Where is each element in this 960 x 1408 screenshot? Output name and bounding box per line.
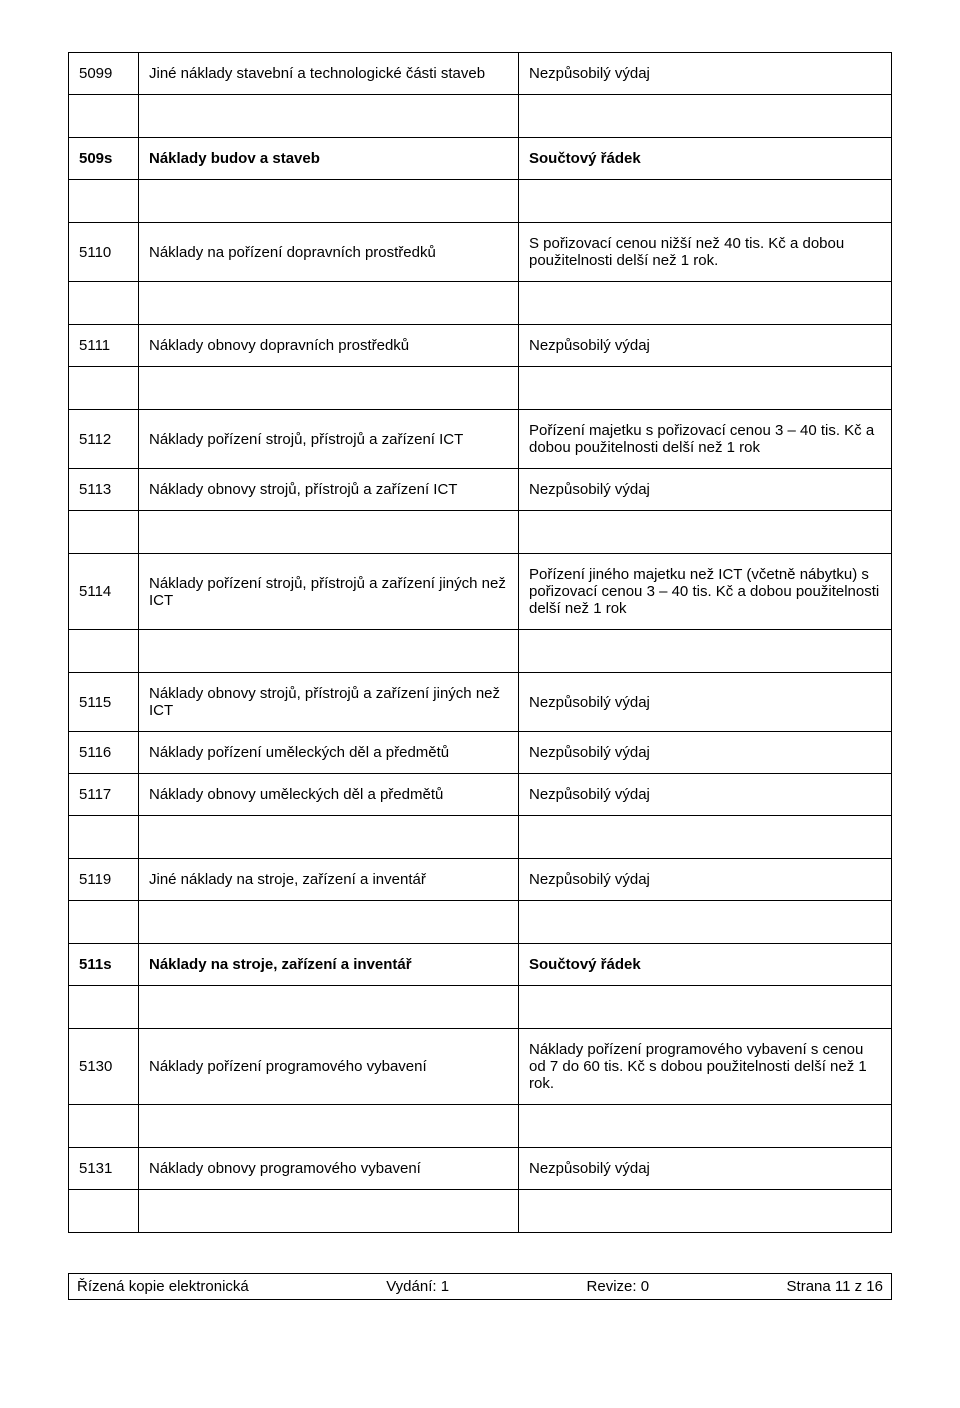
- table-row: 5130Náklady pořízení programového vybave…: [69, 1029, 892, 1105]
- spacer-row: [69, 367, 892, 410]
- cost-code: 5114: [69, 554, 139, 630]
- cost-code: 5131: [69, 1148, 139, 1190]
- table-row: 5115Náklady obnovy strojů, přístrojů a z…: [69, 673, 892, 732]
- table-row: 5114Náklady pořízení strojů, přístrojů a…: [69, 554, 892, 630]
- footer-revision: Revize: 0: [587, 1278, 650, 1295]
- spacer-row: [69, 1105, 892, 1148]
- cost-description: Náklady obnovy programového vybavení: [139, 1148, 519, 1190]
- cost-note: Součtový řádek: [519, 138, 892, 180]
- cost-code: 5111: [69, 325, 139, 367]
- spacer-row: [69, 511, 892, 554]
- cost-code: 5113: [69, 469, 139, 511]
- spacer-row: [69, 630, 892, 673]
- spacer-row: [69, 282, 892, 325]
- cost-description: Jiné náklady na stroje, zařízení a inven…: [139, 859, 519, 901]
- table-row: 5110Náklady na pořízení dopravních prost…: [69, 223, 892, 282]
- cost-code: 5119: [69, 859, 139, 901]
- cost-note: Nezpůsobilý výdaj: [519, 469, 892, 511]
- cost-description: Jiné náklady stavební a technologické čá…: [139, 53, 519, 95]
- cost-description: Náklady na pořízení dopravních prostředk…: [139, 223, 519, 282]
- cost-note: Nezpůsobilý výdaj: [519, 325, 892, 367]
- cost-description: Náklady obnovy strojů, přístrojů a zaříz…: [139, 469, 519, 511]
- cost-note: Nezpůsobilý výdaj: [519, 859, 892, 901]
- cost-code: 5112: [69, 410, 139, 469]
- table-row: 5131Náklady obnovy programového vybavení…: [69, 1148, 892, 1190]
- document-page: 5099Jiné náklady stavební a technologick…: [0, 0, 960, 1330]
- cost-note: Součtový řádek: [519, 944, 892, 986]
- table-row: 5119Jiné náklady na stroje, zařízení a i…: [69, 859, 892, 901]
- cost-description: Náklady obnovy uměleckých děl a předmětů: [139, 774, 519, 816]
- table-row: 5112Náklady pořízení strojů, přístrojů a…: [69, 410, 892, 469]
- spacer-row: [69, 180, 892, 223]
- cost-note: Nezpůsobilý výdaj: [519, 673, 892, 732]
- table-row: 511sNáklady na stroje, zařízení a invent…: [69, 944, 892, 986]
- cost-code: 5115: [69, 673, 139, 732]
- cost-description: Náklady pořízení uměleckých děl a předmě…: [139, 732, 519, 774]
- spacer-row: [69, 901, 892, 944]
- cost-code: 5116: [69, 732, 139, 774]
- spacer-row: [69, 1190, 892, 1233]
- cost-code: 509s: [69, 138, 139, 180]
- table-row: 5116Náklady pořízení uměleckých děl a př…: [69, 732, 892, 774]
- footer-page-number: Strana 11 z 16: [787, 1278, 883, 1295]
- cost-description: Náklady na stroje, zařízení a inventář: [139, 944, 519, 986]
- cost-code: 511s: [69, 944, 139, 986]
- page-footer: Řízená kopie elektronická Vydání: 1 Revi…: [68, 1273, 892, 1300]
- cost-description: Náklady pořízení strojů, přístrojů a zař…: [139, 410, 519, 469]
- cost-note: Nezpůsobilý výdaj: [519, 53, 892, 95]
- cost-note: S pořizovací cenou nižší než 40 tis. Kč …: [519, 223, 892, 282]
- cost-note: Nezpůsobilý výdaj: [519, 732, 892, 774]
- cost-code: 5117: [69, 774, 139, 816]
- cost-description: Náklady obnovy dopravních prostředků: [139, 325, 519, 367]
- table-row: 509sNáklady budov a stavebSoučtový řádek: [69, 138, 892, 180]
- cost-note: Pořízení majetku s pořizovací cenou 3 – …: [519, 410, 892, 469]
- cost-description: Náklady budov a staveb: [139, 138, 519, 180]
- cost-note: Pořízení jiného majetku než ICT (včetně …: [519, 554, 892, 630]
- cost-description: Náklady obnovy strojů, přístrojů a zaříz…: [139, 673, 519, 732]
- spacer-row: [69, 986, 892, 1029]
- cost-code: 5099: [69, 53, 139, 95]
- table-row: 5113Náklady obnovy strojů, přístrojů a z…: [69, 469, 892, 511]
- cost-description: Náklady pořízení programového vybavení: [139, 1029, 519, 1105]
- cost-code: 5110: [69, 223, 139, 282]
- cost-note: Nezpůsobilý výdaj: [519, 774, 892, 816]
- cost-description: Náklady pořízení strojů, přístrojů a zař…: [139, 554, 519, 630]
- cost-code: 5130: [69, 1029, 139, 1105]
- spacer-row: [69, 95, 892, 138]
- footer-edition: Vydání: 1: [386, 1278, 449, 1295]
- cost-note: Náklady pořízení programového vybavení s…: [519, 1029, 892, 1105]
- table-row: 5111Náklady obnovy dopravních prostředků…: [69, 325, 892, 367]
- spacer-row: [69, 816, 892, 859]
- cost-table: 5099Jiné náklady stavební a technologick…: [68, 52, 892, 1233]
- footer-left: Řízená kopie elektronická: [77, 1278, 249, 1295]
- table-row: 5117Náklady obnovy uměleckých děl a před…: [69, 774, 892, 816]
- table-row: 5099Jiné náklady stavební a technologick…: [69, 53, 892, 95]
- cost-note: Nezpůsobilý výdaj: [519, 1148, 892, 1190]
